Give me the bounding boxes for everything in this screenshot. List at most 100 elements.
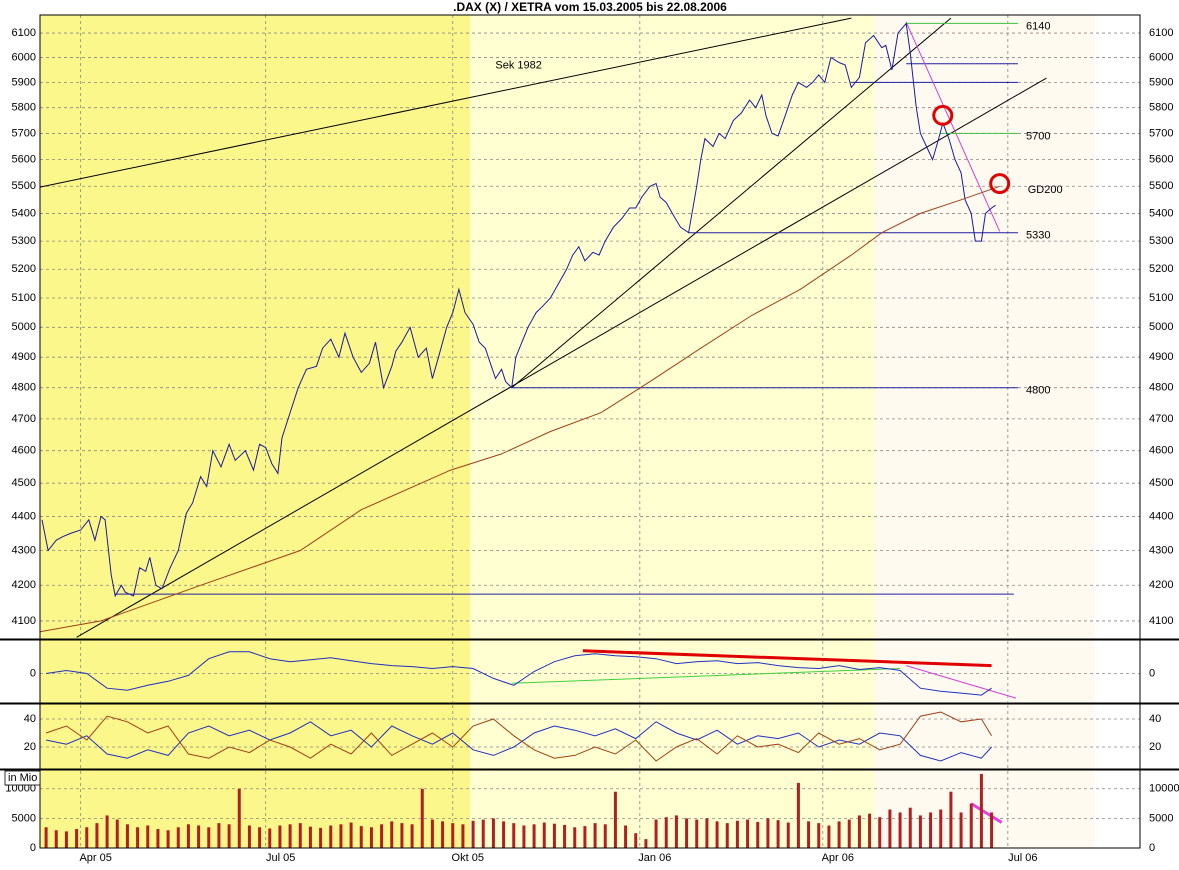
labels: 4100 4100 4200 4200 4300 4300 4400 4400 4500 4500… xyxy=(5,20,1179,864)
bar xyxy=(827,825,831,848)
y-tick-label: 4200 xyxy=(12,579,36,591)
y-tick-label: 4900 xyxy=(1149,351,1173,363)
bar xyxy=(268,828,272,848)
bar xyxy=(735,820,739,848)
bar xyxy=(329,825,333,848)
frame xyxy=(39,14,1141,849)
y-tick-label: 5100 xyxy=(1149,292,1173,304)
bar xyxy=(715,821,719,848)
bar xyxy=(969,803,973,848)
bar xyxy=(593,823,597,848)
bar xyxy=(136,827,140,848)
bar xyxy=(390,821,394,848)
y-tick-label: 5000 xyxy=(1149,812,1173,824)
bar xyxy=(308,826,312,848)
bar xyxy=(786,822,790,848)
trend-line xyxy=(970,802,1003,824)
bar xyxy=(115,819,119,848)
bar xyxy=(54,830,58,848)
y-tick-label: 4300 xyxy=(1149,544,1173,556)
bar xyxy=(552,823,556,848)
bar xyxy=(288,824,292,848)
bar xyxy=(705,818,709,848)
level-label: 4800 xyxy=(1026,385,1050,397)
y-tick-label: 4400 xyxy=(12,510,36,522)
bar xyxy=(583,826,587,848)
bar xyxy=(461,824,465,848)
line xyxy=(39,185,1000,633)
trend-line xyxy=(76,77,1047,638)
y-tick-label: 5500 xyxy=(12,180,36,192)
y-tick-label: 5600 xyxy=(1149,154,1173,166)
bar xyxy=(624,825,628,848)
bar xyxy=(95,823,99,848)
bar xyxy=(888,809,892,848)
y-tick-label: 5400 xyxy=(12,207,36,219)
y-tick-label: 4700 xyxy=(12,413,36,425)
line xyxy=(45,711,993,762)
bar xyxy=(207,827,211,848)
bar xyxy=(502,821,506,848)
x-tick-label: Jul 05 xyxy=(266,852,295,864)
bar xyxy=(491,818,495,848)
trend-line-label: Sek 1982 xyxy=(495,59,541,71)
grid xyxy=(40,15,1140,849)
y-tick-label: 4700 xyxy=(1149,413,1173,425)
bar xyxy=(166,830,170,848)
bar xyxy=(349,822,353,848)
y-tick-label: 20 xyxy=(24,741,36,753)
bar xyxy=(430,819,434,848)
bar xyxy=(471,820,475,848)
bar xyxy=(237,788,241,848)
series-label: GD200 xyxy=(1028,184,1063,196)
zone-shading xyxy=(40,15,470,848)
y-tick-label: 5900 xyxy=(1149,76,1173,88)
bar xyxy=(817,823,821,848)
bar xyxy=(227,824,231,848)
bar xyxy=(603,824,607,848)
zone-shading xyxy=(875,15,1095,848)
bar xyxy=(563,824,567,848)
bar xyxy=(613,791,617,848)
bar xyxy=(990,812,994,848)
y-tick-label: 4100 xyxy=(1149,615,1173,627)
y-tick-label: 4900 xyxy=(12,351,36,363)
bar xyxy=(247,825,251,848)
trend-line xyxy=(511,17,952,389)
trend-line xyxy=(582,649,992,668)
bar xyxy=(75,829,79,848)
bar xyxy=(369,827,373,848)
bar xyxy=(522,825,526,848)
bar xyxy=(664,817,668,848)
y-tick-label: 5400 xyxy=(1149,207,1173,219)
y-tick-label: 40 xyxy=(24,713,36,725)
bar xyxy=(339,824,343,848)
x-tick-label: Apr 05 xyxy=(79,852,111,864)
zone-shading xyxy=(470,15,875,848)
y-tick-label: 5800 xyxy=(1149,102,1173,114)
y-tick-label: 5600 xyxy=(12,154,36,166)
x-tick-label: Jan 06 xyxy=(638,852,671,864)
y-tick-label: 5000 xyxy=(12,321,36,333)
trend-line xyxy=(905,21,1001,232)
bar xyxy=(146,825,150,848)
bar xyxy=(319,827,323,848)
bar xyxy=(176,827,180,848)
bar xyxy=(918,815,922,848)
y-tick-label: 5800 xyxy=(12,102,36,114)
bar xyxy=(949,791,953,848)
y-tick-label: 20 xyxy=(1149,741,1161,753)
bar xyxy=(766,818,770,848)
y-tick-label: 5000 xyxy=(1149,321,1173,333)
bar xyxy=(125,824,129,848)
level-label: 5700 xyxy=(1026,130,1050,142)
bar xyxy=(481,819,485,848)
x-tick-label: Jul 06 xyxy=(1008,852,1037,864)
highlight-circle xyxy=(932,104,954,126)
bar xyxy=(898,812,902,848)
bar xyxy=(217,823,221,848)
bar xyxy=(868,813,872,848)
y-tick-label: 0 xyxy=(1149,667,1155,679)
